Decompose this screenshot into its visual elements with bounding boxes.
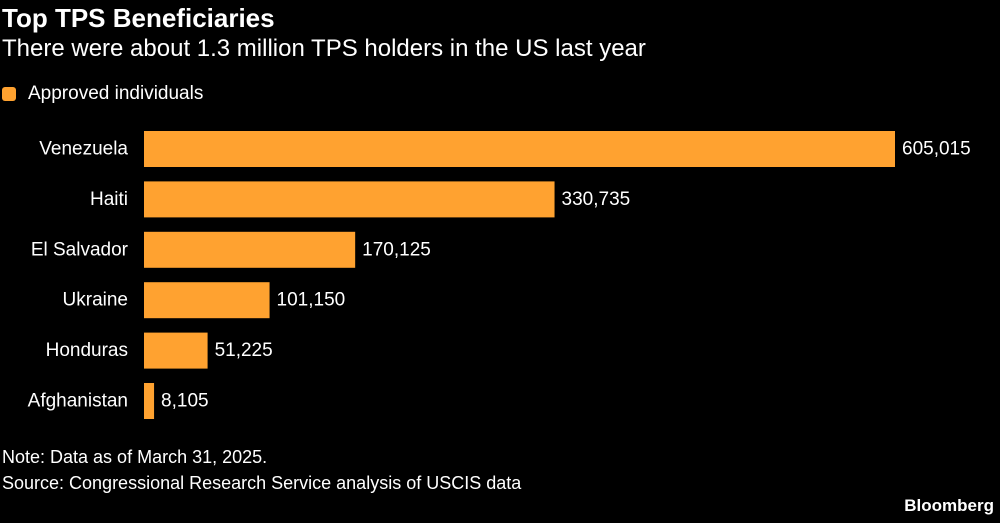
legend-swatch <box>2 87 16 101</box>
bloomberg-logo: Bloomberg <box>904 496 994 515</box>
value-label: 170,125 <box>362 239 431 260</box>
category-label: Honduras <box>46 340 128 361</box>
bar <box>144 282 270 319</box>
bar <box>144 231 356 268</box>
category-label: Afghanistan <box>28 391 128 412</box>
value-label: 51,225 <box>215 340 273 361</box>
category-label: Haiti <box>90 189 128 210</box>
category-label: Ukraine <box>63 290 128 311</box>
category-label: Venezuela <box>39 139 128 160</box>
bar <box>144 383 155 419</box>
legend: Approved individuals <box>2 82 203 106</box>
category-label: El Salvador <box>31 239 129 260</box>
bar <box>144 181 555 218</box>
bar-chart: Venezuela 605,015 Haiti 330,735 El Salvador 1… <box>28 131 971 419</box>
bar <box>144 332 208 369</box>
chart-subtitle: There were about 1.3 million TPS holders… <box>2 35 646 62</box>
value-label: 8,105 <box>161 391 209 412</box>
value-label: 605,015 <box>902 139 971 160</box>
chart-note: Note: Data as of March 31, 2025. <box>2 447 268 467</box>
chart-title: Top TPS Beneficiaries <box>2 3 275 33</box>
chart-source: Source: Congressional Research Service a… <box>2 473 522 493</box>
value-label: 330,735 <box>562 189 631 210</box>
legend-label: Approved individuals <box>28 83 204 104</box>
value-label: 101,150 <box>277 290 346 311</box>
bar <box>144 131 895 167</box>
